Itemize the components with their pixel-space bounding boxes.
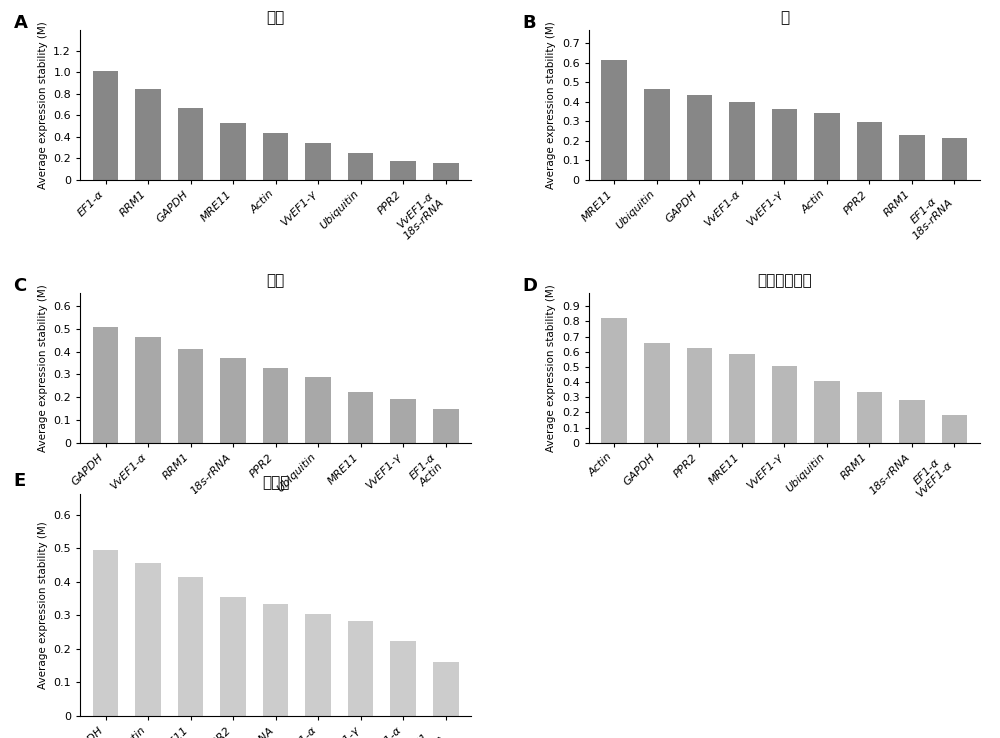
Bar	[220, 597, 246, 716]
Bar	[263, 604, 288, 716]
Bar	[135, 337, 161, 443]
Title: 总样品: 总样品	[262, 475, 289, 491]
Bar	[348, 621, 373, 716]
Bar	[772, 366, 797, 443]
Bar	[899, 135, 925, 180]
Title: 叶: 叶	[780, 10, 789, 26]
Text: E: E	[13, 472, 26, 490]
Bar	[305, 377, 331, 443]
Text: C: C	[13, 277, 27, 295]
Bar	[390, 399, 416, 443]
Bar	[93, 72, 118, 180]
Y-axis label: Average expression stability (M): Average expression stability (M)	[38, 521, 48, 689]
Bar	[601, 60, 627, 180]
Title: 果实: 果实	[267, 10, 285, 26]
Y-axis label: Average expression stability (M): Average expression stability (M)	[546, 21, 556, 188]
Bar	[93, 550, 118, 716]
Bar	[433, 662, 459, 716]
Bar	[93, 328, 118, 443]
Bar	[220, 123, 246, 180]
Bar	[305, 613, 331, 716]
Bar	[220, 358, 246, 443]
Bar	[942, 138, 967, 180]
Bar	[814, 114, 840, 180]
Text: B: B	[522, 15, 536, 32]
Bar	[135, 89, 161, 180]
Bar	[433, 162, 459, 180]
Bar	[178, 108, 203, 180]
Bar	[644, 343, 670, 443]
Bar	[644, 89, 670, 180]
Bar	[263, 133, 288, 180]
Bar	[729, 354, 755, 443]
Bar	[687, 95, 712, 180]
Text: A: A	[13, 15, 27, 32]
Title: 卷须: 卷须	[267, 274, 285, 289]
Bar	[263, 368, 288, 443]
Bar	[814, 381, 840, 443]
Bar	[305, 143, 331, 180]
Bar	[772, 108, 797, 180]
Title: 果实发育阶段: 果实发育阶段	[757, 274, 812, 289]
Bar	[433, 409, 459, 443]
Bar	[729, 102, 755, 180]
Bar	[135, 563, 161, 716]
Bar	[942, 415, 967, 443]
Bar	[390, 161, 416, 180]
Bar	[390, 641, 416, 716]
Bar	[857, 123, 882, 180]
Bar	[178, 349, 203, 443]
Bar	[348, 393, 373, 443]
Bar	[899, 400, 925, 443]
Bar	[601, 318, 627, 443]
Text: D: D	[522, 277, 537, 295]
Bar	[178, 576, 203, 716]
Bar	[857, 392, 882, 443]
Y-axis label: Average expression stability (M): Average expression stability (M)	[546, 284, 556, 452]
Y-axis label: Average expression stability (M): Average expression stability (M)	[38, 284, 48, 452]
Y-axis label: Average expression stability (M): Average expression stability (M)	[38, 21, 48, 188]
Bar	[687, 348, 712, 443]
Bar	[348, 153, 373, 180]
